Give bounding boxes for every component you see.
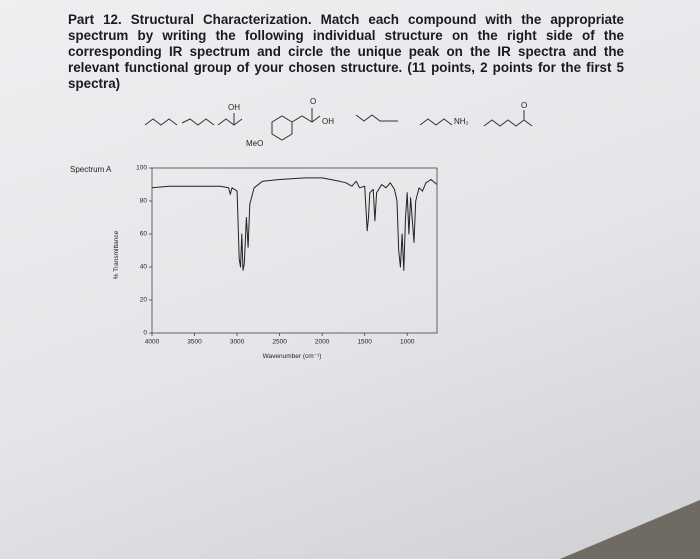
bond xyxy=(217,118,243,126)
x-tick-label: 1000 xyxy=(400,339,415,346)
x-axis-label: Wavenumber (cm⁻¹) xyxy=(263,353,322,360)
y-tick-label: 0 xyxy=(143,330,147,337)
y-tick-label: 40 xyxy=(140,264,148,271)
bond xyxy=(181,118,215,126)
y-tick-label: 100 xyxy=(136,165,147,172)
x-tick-label: 2500 xyxy=(272,339,287,346)
x-tick-label: 2000 xyxy=(315,339,330,346)
x-tick-label: 1500 xyxy=(357,339,372,346)
structures xyxy=(144,108,533,141)
bond xyxy=(291,115,321,123)
plot-frame xyxy=(151,167,438,334)
structure-label: OH xyxy=(322,117,334,126)
x-tick-label: 3500 xyxy=(187,339,202,346)
bond xyxy=(483,119,533,127)
y-tick-label: 60 xyxy=(140,231,148,238)
x-tick-label: 4000 xyxy=(145,339,160,346)
bond xyxy=(144,118,178,126)
question-text: Part 12. Structural Characterization. Ma… xyxy=(68,12,624,91)
y-tick-label: 80 xyxy=(140,198,148,205)
bond xyxy=(419,118,453,126)
bond xyxy=(355,114,398,122)
structure-label: NH₂ xyxy=(454,117,469,126)
structure-label: MeO xyxy=(246,139,263,148)
x-tick-label: 3000 xyxy=(230,339,245,346)
structure-label: O xyxy=(521,101,527,110)
structure-label: OH xyxy=(228,103,240,112)
spectrum-title: Spectrum A xyxy=(70,165,112,174)
structure-label: O xyxy=(310,97,316,106)
ir-trace xyxy=(151,177,438,271)
ring xyxy=(271,115,293,141)
y-tick-label: 20 xyxy=(140,297,148,304)
y-axis-label: % Transmittance xyxy=(113,230,120,279)
